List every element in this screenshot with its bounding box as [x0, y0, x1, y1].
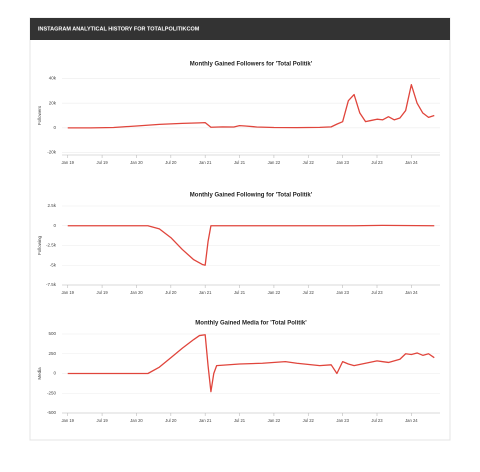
x-tick-label: Jul 21	[234, 290, 246, 295]
chart-title: Monthly Gained Followers for 'Total Poli…	[190, 62, 313, 68]
x-tick-label: Jul 21	[234, 418, 246, 423]
x-tick-label: Jul 23	[371, 160, 383, 165]
x-tick-label: Jul 20	[165, 160, 177, 165]
y-tick-label: -250	[47, 390, 57, 395]
y-tick-label: 250	[48, 351, 56, 356]
y-tick-label: -7.5k	[46, 282, 57, 287]
x-tick-label: Jan 20	[130, 160, 143, 165]
x-tick-label: Jan 24	[405, 290, 418, 295]
y-tick-label: 40k	[49, 76, 57, 81]
x-tick-label: Jul 23	[371, 418, 383, 423]
y-tick-label: -2.5k	[46, 243, 57, 248]
x-tick-label: Jul 22	[303, 160, 315, 165]
header-bar	[30, 18, 450, 40]
data-line	[67, 224, 435, 266]
y-tick-label: 500	[48, 331, 56, 336]
x-tick-label: Jan 20	[130, 418, 143, 423]
x-tick-label: Jul 20	[165, 418, 177, 423]
x-tick-label: Jul 19	[96, 160, 108, 165]
data-line	[67, 334, 435, 393]
y-axis-label: Media	[37, 367, 42, 380]
x-tick-label: Jan 24	[405, 160, 418, 165]
x-tick-label: Jan 22	[268, 418, 281, 423]
y-tick-label: -20k	[47, 150, 57, 155]
x-tick-label: Jan 21	[199, 418, 212, 423]
x-tick-label: Jan 22	[268, 160, 281, 165]
x-tick-label: Jul 23	[371, 290, 383, 295]
x-tick-label: Jan 21	[199, 290, 212, 295]
y-tick-label: 2.5k	[47, 203, 56, 208]
x-tick-label: Jul 22	[303, 290, 315, 295]
y-axis-label: Following	[37, 236, 42, 256]
x-tick-label: Jan 20	[130, 290, 143, 295]
x-tick-label: Jan 21	[199, 160, 212, 165]
x-tick-label: Jan 22	[268, 290, 281, 295]
y-tick-label: -500	[47, 410, 57, 415]
x-tick-label: Jan 19	[61, 160, 74, 165]
x-tick-label: Jan 19	[61, 418, 74, 423]
panel	[29, 17, 451, 441]
chart-title: Monthly Gained Media for 'Total Politik'	[195, 321, 307, 327]
x-tick-label: Jan 23	[336, 290, 349, 295]
y-tick-label: 0	[53, 223, 56, 228]
x-tick-label: Jan 19	[61, 290, 74, 295]
chart-title: Monthly Gained Following for 'Total Poli…	[190, 193, 313, 199]
y-axis-label: Followers	[37, 105, 42, 125]
x-tick-label: Jan 24	[405, 418, 418, 423]
x-tick-label: Jul 22	[303, 418, 315, 423]
data-line	[67, 83, 435, 129]
y-tick-label: 0	[53, 371, 56, 376]
x-tick-label: Jul 20	[165, 290, 177, 295]
x-tick-label: Jul 19	[96, 290, 108, 295]
y-tick-label: 0	[53, 125, 56, 130]
x-tick-label: Jul 21	[234, 160, 246, 165]
x-tick-label: Jan 23	[336, 160, 349, 165]
y-tick-label: -5k	[50, 262, 57, 267]
x-tick-label: Jan 23	[336, 418, 349, 423]
header-title: INSTAGRAM ANALYTICAL HISTORY FOR TOTALPO…	[38, 26, 200, 32]
y-tick-label: 20k	[49, 100, 57, 105]
x-tick-label: Jul 19	[96, 418, 108, 423]
